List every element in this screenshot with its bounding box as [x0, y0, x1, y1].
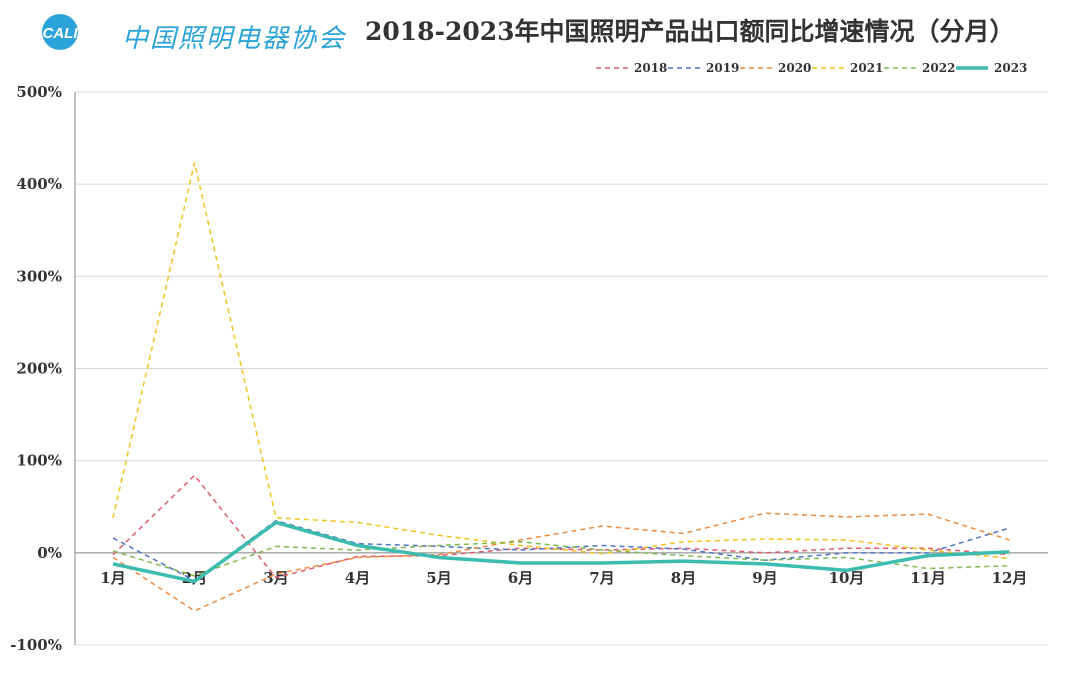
chart-title: 2018-2023年中国照明产品出口额同比增速情况（分月）: [365, 17, 1015, 46]
legend-label-2019: 2019: [706, 61, 739, 75]
logo-badge-icon: CALI: [42, 14, 79, 50]
x-tick-label: 10月: [829, 569, 865, 587]
series-line-2018: [112, 474, 1010, 579]
x-tick-label: 11月: [910, 569, 946, 587]
x-tick-label: 9月: [752, 569, 777, 587]
x-tick-label: 1月: [100, 569, 125, 587]
legend-label-2018: 2018: [634, 61, 667, 75]
y-tick-label: 400%: [16, 175, 62, 193]
legend-label-2020: 2020: [778, 61, 811, 75]
x-tick-label: 7月: [589, 569, 614, 587]
y-tick-label: 0%: [37, 544, 62, 562]
legend-label-2022: 2022: [922, 61, 955, 75]
x-tick-label: 5月: [426, 569, 451, 587]
x-tick-label: 4月: [345, 569, 370, 587]
series-line-2022: [112, 541, 1010, 577]
legend-label-2021: 2021: [850, 61, 883, 75]
series-line-2020: [112, 512, 1010, 612]
y-tick-label: 200%: [16, 360, 62, 378]
x-tick-label: 8月: [671, 569, 696, 587]
logo-text: 中国照明电器协会: [122, 24, 347, 54]
y-tick-label: 500%: [16, 83, 62, 101]
y-tick-label: 300%: [16, 267, 62, 285]
series-line-2019: [112, 519, 1010, 582]
y-tick-label: 100%: [16, 452, 62, 470]
y-tick-label: -100%: [10, 636, 62, 654]
x-tick-label: 6月: [508, 569, 533, 587]
series-line-2021: [112, 162, 1010, 560]
x-tick-label: 12月: [992, 569, 1028, 587]
series-line-2023: [112, 520, 1010, 584]
logo-badge-text: CALI: [43, 25, 79, 42]
legend-label-2023: 2023: [994, 61, 1027, 75]
logo: CALI 中国照明电器协会: [40, 12, 344, 54]
